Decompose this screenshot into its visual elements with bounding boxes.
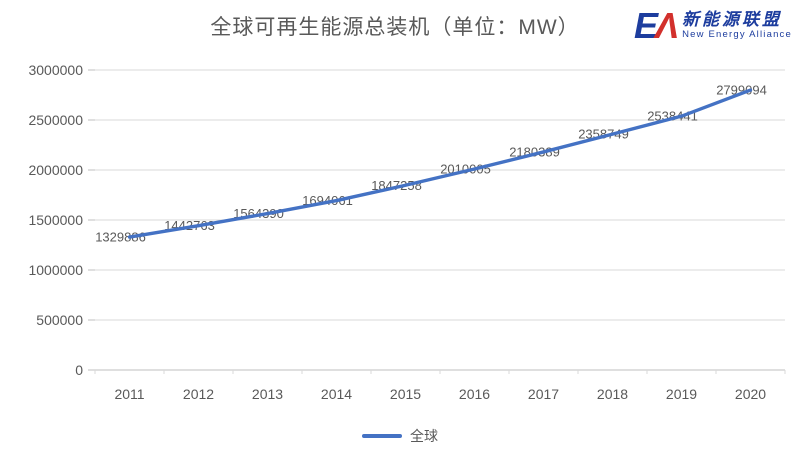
y-axis-label: 1000000 xyxy=(28,262,83,278)
line-chart: 0 500000 1000000 1500000 2000000 2500000 30000… xyxy=(28,62,786,402)
x-axis-label: 2013 xyxy=(252,386,283,402)
y-axis-label: 3000000 xyxy=(28,62,83,78)
data-label: 1329886 xyxy=(95,230,146,245)
y-axis-label: 2500000 xyxy=(28,112,83,128)
y-axis-label: 2000000 xyxy=(28,162,83,178)
legend-label: 全球 xyxy=(410,428,438,444)
y-axis-label: 1500000 xyxy=(28,212,83,228)
data-label: 2799094 xyxy=(716,83,767,98)
legend-line-swatch xyxy=(362,434,402,438)
brand-name-chinese: 新能源联盟 xyxy=(682,10,783,29)
data-label: 2538441 xyxy=(647,109,698,124)
data-label: 2358749 xyxy=(578,127,629,142)
x-axis-label: 2017 xyxy=(528,386,559,402)
brand-logo-mark: EΛ xyxy=(634,5,679,46)
x-axis-label: 2015 xyxy=(390,386,421,402)
brand-logo-text: 新能源联盟 New Energy Alliance xyxy=(682,7,792,41)
x-axis-label: 2016 xyxy=(459,386,490,402)
x-axis-label: 2014 xyxy=(321,386,352,402)
x-axis-label: 2018 xyxy=(597,386,628,402)
x-axis-label: 2012 xyxy=(183,386,214,402)
x-axis-label: 2019 xyxy=(666,386,697,402)
chart-legend: 全球 xyxy=(0,426,800,446)
series-line-global xyxy=(127,88,753,239)
y-axis-label: 500000 xyxy=(36,312,83,328)
brand-name-english: New Energy Alliance xyxy=(682,29,792,40)
logo-letter-e: E xyxy=(634,5,658,46)
x-axis-label: 2020 xyxy=(735,386,766,402)
logo-letter-a: Λ xyxy=(655,5,679,46)
y-axis-label: 0 xyxy=(75,362,83,378)
x-axis-label: 2011 xyxy=(114,386,144,402)
chart-title: 全球可再生能源总装机（单位：MW） xyxy=(210,16,580,39)
brand-logo: EΛ 新能源联盟 New Energy Alliance xyxy=(634,7,792,45)
